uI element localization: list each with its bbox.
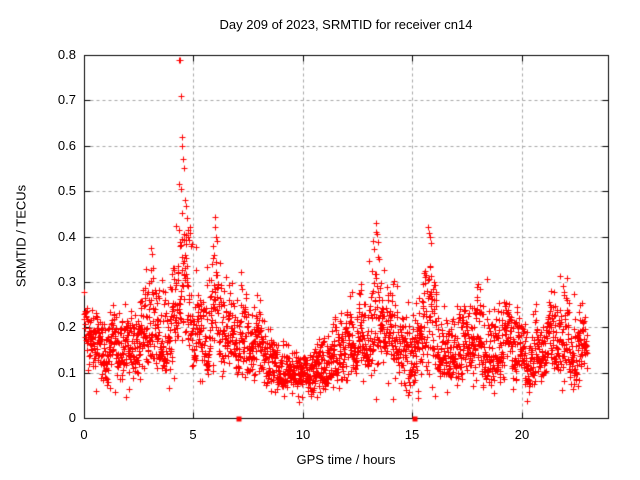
y-tick-label: 0.3 bbox=[57, 274, 76, 289]
y-tick-label: 0.1 bbox=[57, 365, 76, 380]
y-tick-label: 0 bbox=[68, 410, 76, 425]
x-tick-label: 15 bbox=[404, 427, 420, 442]
x-tick-label: 20 bbox=[514, 427, 530, 442]
y-tick-label: 0.4 bbox=[57, 229, 76, 244]
x-tick-label: 5 bbox=[189, 427, 197, 442]
y-tick-label: 0.5 bbox=[57, 183, 76, 198]
y-tick-label: 0.7 bbox=[57, 92, 76, 107]
y-tick-label: 0.8 bbox=[57, 47, 76, 62]
y-tick-label: 0.2 bbox=[57, 319, 76, 334]
y-tick-label: 0.6 bbox=[57, 138, 76, 153]
x-tick-label: 0 bbox=[80, 427, 88, 442]
chart-title: Day 209 of 2023, SRMTID for receiver cn1… bbox=[219, 17, 473, 32]
x-axis-label: GPS time / hours bbox=[296, 452, 396, 467]
x-tick-label: 10 bbox=[295, 427, 311, 442]
